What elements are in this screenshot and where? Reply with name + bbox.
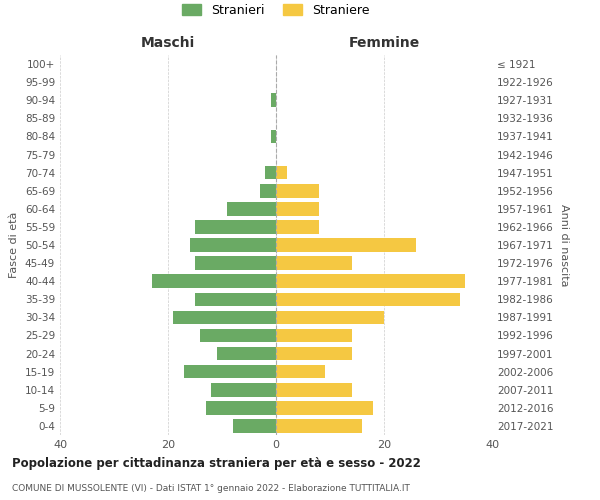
Text: Femmine: Femmine bbox=[349, 36, 419, 50]
Bar bbox=[200, 328, 276, 342]
Bar bbox=[152, 274, 276, 288]
Text: Popolazione per cittadinanza straniera per età e sesso - 2022: Popolazione per cittadinanza straniera p… bbox=[12, 458, 421, 470]
Text: COMUNE DI MUSSOLENTE (VI) - Dati ISTAT 1° gennaio 2022 - Elaborazione TUTTITALIA: COMUNE DI MUSSOLENTE (VI) - Dati ISTAT 1… bbox=[12, 484, 410, 493]
Bar bbox=[271, 130, 276, 143]
Bar bbox=[195, 220, 276, 234]
Y-axis label: Fasce di età: Fasce di età bbox=[10, 212, 19, 278]
Bar bbox=[276, 292, 460, 306]
Bar bbox=[276, 184, 319, 198]
Bar bbox=[195, 256, 276, 270]
Bar bbox=[206, 401, 276, 414]
Bar bbox=[190, 238, 276, 252]
Bar bbox=[233, 419, 276, 432]
Bar bbox=[173, 310, 276, 324]
Bar bbox=[276, 256, 352, 270]
Bar bbox=[260, 184, 276, 198]
Y-axis label: Anni di nascita: Anni di nascita bbox=[559, 204, 569, 286]
Bar bbox=[195, 292, 276, 306]
Bar bbox=[276, 383, 352, 396]
Bar bbox=[276, 401, 373, 414]
Bar bbox=[211, 383, 276, 396]
Bar bbox=[276, 274, 465, 288]
Bar bbox=[265, 166, 276, 179]
Bar bbox=[271, 94, 276, 107]
Bar bbox=[276, 419, 362, 432]
Bar bbox=[276, 238, 416, 252]
Bar bbox=[184, 365, 276, 378]
Bar bbox=[227, 202, 276, 215]
Bar bbox=[276, 365, 325, 378]
Bar bbox=[276, 220, 319, 234]
Bar bbox=[217, 347, 276, 360]
Bar bbox=[276, 166, 287, 179]
Bar bbox=[276, 347, 352, 360]
Bar bbox=[276, 310, 384, 324]
Text: Maschi: Maschi bbox=[141, 36, 195, 50]
Bar bbox=[276, 202, 319, 215]
Legend: Stranieri, Straniere: Stranieri, Straniere bbox=[178, 0, 374, 22]
Bar bbox=[276, 328, 352, 342]
